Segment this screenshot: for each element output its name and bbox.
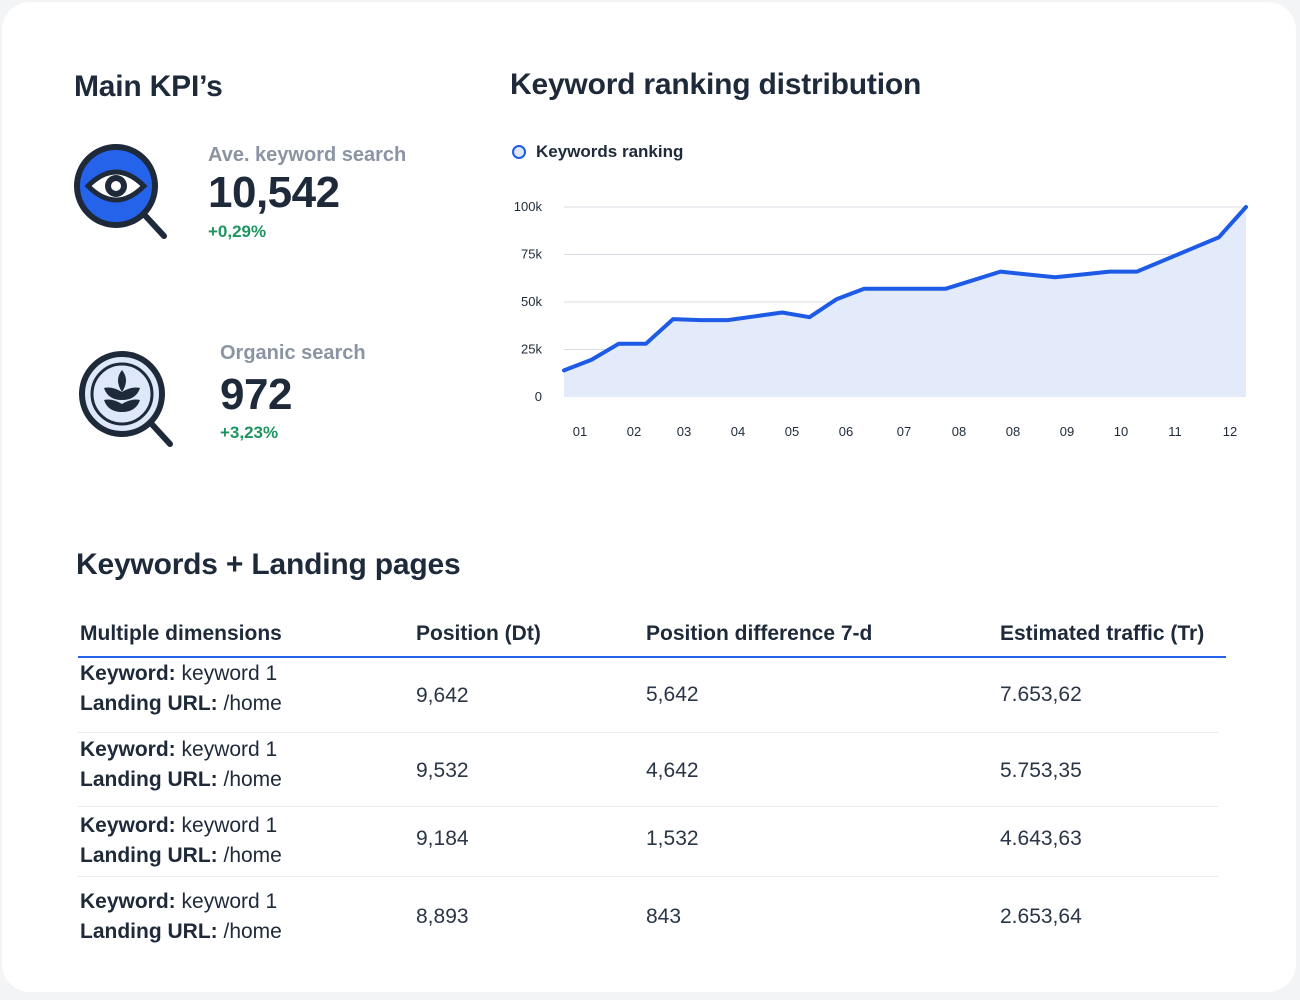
eye-magnifier-icon bbox=[74, 144, 167, 239]
estimated-traffic-cell: 2.653,64 bbox=[1000, 905, 1082, 928]
kpi-label: Ave. keyword search bbox=[208, 144, 407, 166]
y-tick-label: 25k bbox=[521, 342, 542, 357]
url-value: /home bbox=[223, 844, 282, 867]
column-header-position-difference[interactable]: Position difference 7-d bbox=[646, 622, 873, 645]
position-difference-cell: 1,532 bbox=[646, 827, 699, 850]
keyword-label: Keyword: bbox=[80, 662, 176, 685]
url-label: Landing URL: bbox=[80, 768, 218, 791]
x-tick-label: 03 bbox=[677, 424, 691, 439]
table-row-dimension: Keyword: keyword 1 Landing URL: /home bbox=[80, 659, 282, 719]
column-header-estimated-traffic[interactable]: Estimated traffic (Tr) bbox=[1000, 622, 1205, 645]
chart-legend[interactable]: Keywords ranking bbox=[512, 142, 683, 162]
position-difference-cell: 5,642 bbox=[646, 683, 699, 706]
keyword-label: Keyword: bbox=[80, 738, 176, 761]
estimated-traffic-cell: 7.653,62 bbox=[1000, 683, 1082, 706]
column-header-dimensions[interactable]: Multiple dimensions bbox=[80, 622, 282, 645]
url-label: Landing URL: bbox=[80, 692, 218, 715]
kpi-value: 10,542 bbox=[208, 168, 340, 217]
x-tick-label: 10 bbox=[1114, 424, 1128, 439]
url-label: Landing URL: bbox=[80, 920, 218, 943]
y-tick-label: 50k bbox=[521, 294, 542, 309]
position-difference-cell: 843 bbox=[646, 905, 682, 928]
y-tick-label: 75k bbox=[521, 247, 542, 262]
url-value: /home bbox=[223, 692, 282, 715]
table-row-dimension: Keyword: keyword 1 Landing URL: /home bbox=[80, 811, 282, 871]
url-value: /home bbox=[223, 768, 282, 791]
x-tick-label: 08 bbox=[1006, 424, 1020, 439]
keyword-value: keyword 1 bbox=[181, 890, 278, 913]
estimated-traffic-cell: 5.753,35 bbox=[1000, 759, 1082, 782]
x-tick-label: 07 bbox=[897, 424, 911, 439]
series-area bbox=[564, 207, 1246, 397]
keyword-value: keyword 1 bbox=[181, 814, 278, 837]
leaf-magnifier-icon bbox=[79, 351, 173, 447]
kpi-delta: +3,23% bbox=[220, 423, 279, 442]
keyword-label: Keyword: bbox=[80, 890, 176, 913]
kpi-value: 972 bbox=[220, 370, 292, 419]
y-tick-label: 100k bbox=[514, 199, 543, 214]
url-label: Landing URL: bbox=[80, 844, 218, 867]
keyword-value: keyword 1 bbox=[181, 662, 278, 685]
row-divider bbox=[78, 876, 1218, 877]
legend-label: Keywords ranking bbox=[536, 142, 684, 161]
position-cell: 9,532 bbox=[416, 759, 469, 782]
x-tick-label: 11 bbox=[1168, 424, 1182, 439]
table-row-dimension: Keyword: keyword 1 Landing URL: /home bbox=[80, 735, 282, 795]
table-header-divider bbox=[78, 656, 1226, 658]
row-divider bbox=[78, 806, 1218, 807]
table-row-dimension: Keyword: keyword 1 Landing URL: /home bbox=[80, 887, 282, 947]
keyword-label: Keyword: bbox=[80, 814, 176, 837]
row-divider bbox=[78, 732, 1218, 733]
x-tick-label: 09 bbox=[1060, 424, 1074, 439]
position-cell: 8,893 bbox=[416, 905, 469, 928]
x-tick-label: 05 bbox=[785, 424, 799, 439]
kpi-label: Organic search bbox=[220, 342, 366, 364]
kpi-delta: +0,29% bbox=[208, 222, 267, 241]
x-tick-label: 08 bbox=[952, 424, 966, 439]
position-cell: 9,642 bbox=[416, 684, 469, 707]
table-title: Keywords + Landing pages bbox=[76, 548, 461, 581]
position-difference-cell: 4,642 bbox=[646, 759, 699, 782]
estimated-traffic-cell: 4.643,63 bbox=[1000, 827, 1082, 850]
chart-title: Keyword ranking distribution bbox=[510, 68, 922, 101]
x-tick-label: 04 bbox=[731, 424, 745, 439]
x-tick-label: 02 bbox=[627, 424, 641, 439]
column-header-position[interactable]: Position (Dt) bbox=[416, 622, 541, 645]
y-tick-label: 0 bbox=[535, 389, 542, 404]
keyword-ranking-chart: 0 25k 50k 75k 100k 01 02 03 04 05 06 07 08 08 09 10 11 12 bbox=[514, 199, 1248, 439]
keyword-value: keyword 1 bbox=[181, 738, 278, 761]
legend-marker bbox=[512, 145, 526, 159]
x-tick-label: 12 bbox=[1223, 424, 1237, 439]
position-cell: 9,184 bbox=[416, 827, 469, 850]
series-line-keywords-ranking bbox=[562, 205, 1248, 373]
x-tick-label: 01 bbox=[573, 424, 587, 439]
x-tick-label: 06 bbox=[839, 424, 853, 439]
kpi-title: Main KPI’s bbox=[74, 70, 223, 103]
url-value: /home bbox=[223, 920, 282, 943]
